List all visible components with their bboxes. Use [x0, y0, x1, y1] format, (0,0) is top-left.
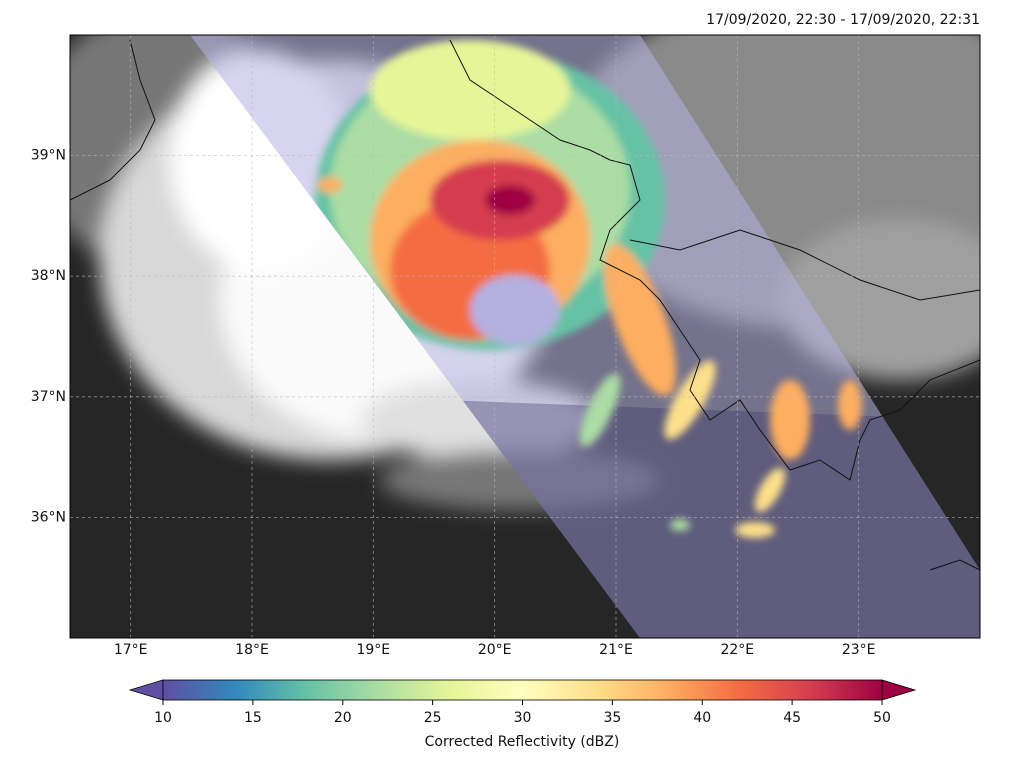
lon-label: 21°E [599, 642, 633, 658]
colorbar-tick-label: 10 [154, 710, 172, 726]
lon-label: 20°E [478, 642, 512, 658]
lon-label: 19°E [356, 642, 390, 658]
coastlines [70, 39, 980, 571]
colorbar-min-arrow [128, 679, 164, 701]
colorbar-tick-label: 30 [514, 710, 532, 726]
lat-label: 37°N [31, 389, 66, 405]
colorbar-tick-label: 50 [873, 710, 891, 726]
lon-label: 17°E [114, 642, 148, 658]
lon-label: 22°E [720, 642, 754, 658]
map-area [70, 35, 980, 638]
graticule [70, 35, 980, 638]
lat-label: 36°N [31, 509, 66, 525]
lat-label: 39°N [31, 148, 66, 164]
colorbar-max-arrow [881, 679, 917, 701]
colorbar-tick-label: 45 [783, 710, 801, 726]
colorbar-tick-label: 15 [244, 710, 262, 726]
lon-label: 18°E [235, 642, 269, 658]
radar-echoes [315, 40, 862, 538]
colorbar: Corrected Reflectivity (dBZ) [128, 679, 917, 750]
colorbar-tick-label: 25 [424, 710, 442, 726]
colorbar-label: Corrected Reflectivity (dBZ) [425, 734, 620, 750]
lat-label: 38°N [31, 268, 66, 284]
colorbar-tick-label: 40 [693, 710, 711, 726]
colorbar-tick-label: 35 [603, 710, 621, 726]
colorbar-tick-label: 20 [334, 710, 352, 726]
map-frame [69, 34, 981, 639]
colorbar-bar [162, 679, 883, 701]
lon-label: 23°E [842, 642, 876, 658]
timestamp: 17/09/2020, 22:30 - 17/09/2020, 22:31 [706, 12, 980, 28]
